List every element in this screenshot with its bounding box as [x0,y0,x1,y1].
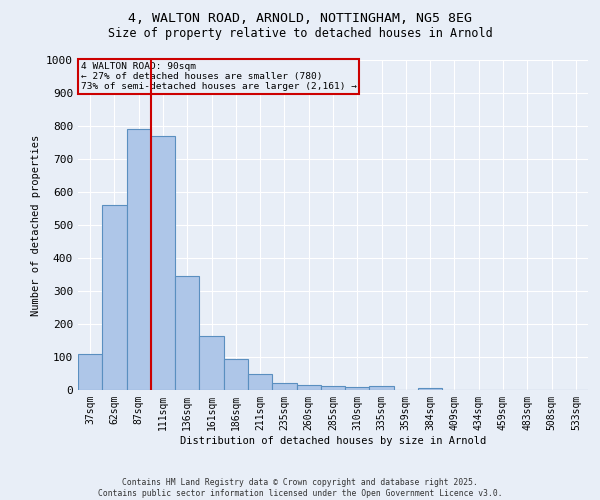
Bar [418,388,442,390]
Bar [127,130,151,390]
Text: 4 WALTON ROAD: 90sqm
← 27% of detached houses are smaller (780)
73% of semi-deta: 4 WALTON ROAD: 90sqm ← 27% of detached h… [80,62,356,92]
Bar [296,385,321,390]
Bar [345,388,370,390]
X-axis label: Distribution of detached houses by size in Arnold: Distribution of detached houses by size … [180,436,486,446]
Bar [370,386,394,390]
Text: 4, WALTON ROAD, ARNOLD, NOTTINGHAM, NG5 8EG: 4, WALTON ROAD, ARNOLD, NOTTINGHAM, NG5 … [128,12,472,26]
Text: Size of property relative to detached houses in Arnold: Size of property relative to detached ho… [107,28,493,40]
Bar [321,386,345,390]
Bar [175,276,199,390]
Bar [272,384,296,390]
Y-axis label: Number of detached properties: Number of detached properties [31,134,41,316]
Text: Contains HM Land Registry data © Crown copyright and database right 2025.
Contai: Contains HM Land Registry data © Crown c… [98,478,502,498]
Bar [78,354,102,390]
Bar [248,374,272,390]
Bar [224,358,248,390]
Bar [151,136,175,390]
Bar [199,336,224,390]
Bar [102,205,127,390]
